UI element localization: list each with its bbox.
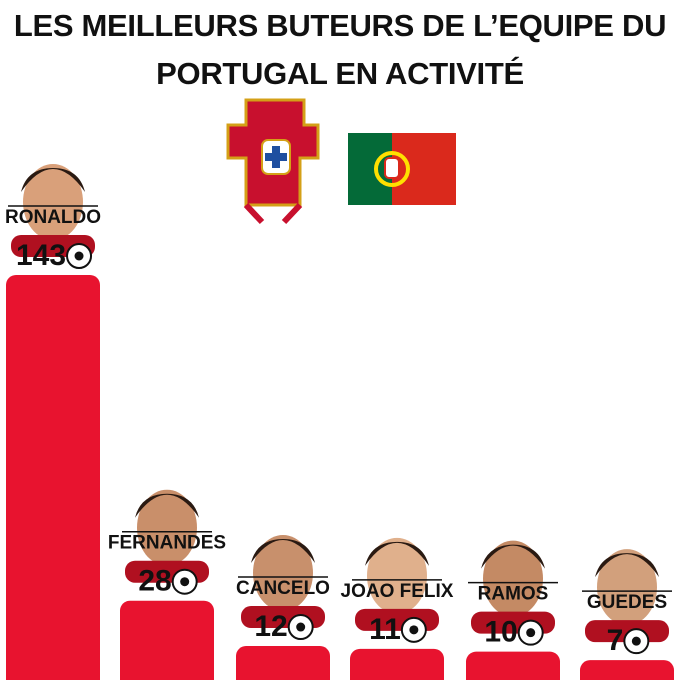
face: [597, 549, 657, 626]
hair: [251, 539, 315, 564]
value-label: 143: [16, 239, 66, 272]
hair: [365, 541, 429, 566]
bar: [120, 600, 214, 680]
player-photo: [241, 535, 325, 629]
face: [367, 537, 427, 614]
bar: [466, 651, 560, 680]
bar: [6, 275, 100, 680]
bar: [350, 648, 444, 680]
face: [137, 489, 197, 566]
chart-title: LES MEILLEURS BUTEURS DE L’EQUIPE DU POR…: [13, 8, 667, 91]
value-label: 7: [607, 624, 624, 657]
ball-patch: [526, 628, 536, 638]
ball-patch: [180, 577, 190, 587]
hair: [21, 168, 85, 192]
ball-patch: [296, 622, 306, 632]
value-label: 10: [484, 616, 517, 649]
player-name: RONALDO: [5, 207, 101, 228]
ball-patch: [409, 625, 419, 635]
player-name: JOAO FELIX: [341, 581, 454, 602]
hair: [135, 493, 199, 518]
portugal-flag: [348, 133, 456, 205]
face: [253, 535, 313, 612]
face: [23, 164, 83, 240]
player-name: RAMOS: [478, 584, 549, 605]
value-label: 12: [254, 610, 287, 643]
ball-patch: [631, 636, 641, 646]
value-label: 28: [138, 565, 171, 598]
player-name: FERNANDES: [108, 533, 226, 554]
hair: [481, 544, 545, 569]
value-label: 11: [369, 613, 401, 646]
face: [483, 540, 543, 617]
federation-crest: [226, 98, 320, 225]
player-name: GUEDES: [587, 592, 667, 613]
player-name: CANCELO: [236, 578, 330, 599]
bar: [236, 646, 330, 680]
ball-patch: [74, 251, 84, 261]
hair: [595, 553, 659, 578]
bar: [580, 660, 674, 680]
